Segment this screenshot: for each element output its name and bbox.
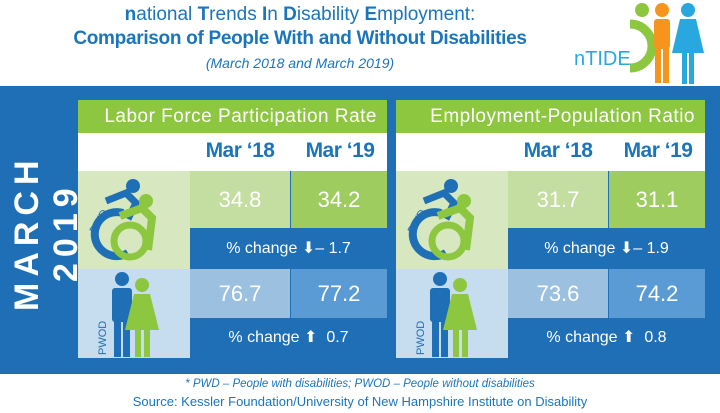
pwd-mar18-value: 34.8 [190, 171, 290, 228]
wheelchair-icon: PWD [88, 179, 157, 261]
title-initial: n [124, 4, 137, 25]
title-initial: T [197, 4, 210, 25]
panel-title: Labor Force Participation Rate [78, 100, 387, 133]
pwod-mar18-value: 76.7 [190, 269, 290, 318]
svg-text:PWD: PWD [406, 208, 429, 236]
column-header-mar18: Mar ‘18 [205, 139, 275, 162]
pwod-icon-cell: PWOD [78, 269, 190, 358]
arrow-down-icon: ⬇ [301, 240, 316, 257]
title-line-1: national Trends In Disability Employment… [0, 4, 600, 26]
source: Source: Kessler Foundation/University of… [132, 394, 588, 409]
column-header-mar19: Mar ‘19 [623, 139, 693, 162]
wheelchair-icon: PWD [406, 179, 475, 261]
pwd-icon-cell: PWD [78, 171, 190, 269]
title-initial: D [283, 4, 297, 25]
title-word-rest: isability [296, 4, 365, 25]
people-icon: PWOD [415, 272, 477, 357]
pwod-change: % change ⬆ 0.8 [508, 318, 705, 358]
subtitle: (March 2018 and March 2019) [205, 55, 395, 71]
title-line-2: Comparison of People With and Without Di… [73, 28, 527, 49]
change-value: – 1.9 [633, 240, 669, 257]
change-label: % change [226, 240, 298, 257]
title-initial: E [364, 4, 378, 25]
title-word-rest: ational [136, 4, 198, 25]
pwod-mar19-value: 77.2 [291, 269, 387, 318]
pwd-mar19-value: 34.2 [291, 171, 387, 228]
change-value: – 1.7 [315, 240, 351, 257]
panel-title: Employment-Population Ratio [396, 100, 705, 133]
metric-panel: Labor Force Participation Rate Mar ‘18 M… [78, 100, 387, 358]
pwod-mar19-value: 74.2 [609, 269, 705, 318]
side-label: MARCH 2019 [8, 154, 85, 311]
arrow-up-icon: ⬆ [622, 329, 636, 346]
change-label: % change [546, 329, 618, 346]
column-header-row: Mar ‘18 Mar ‘19 [396, 133, 705, 171]
svg-text:nTIDE: nTIDE [574, 48, 631, 70]
column-header-mar18: Mar ‘18 [523, 139, 593, 162]
svg-text:PWOD: PWOD [97, 321, 109, 355]
title-word-rest: mployment: [377, 4, 476, 25]
change-value: 0.7 [326, 329, 349, 346]
column-header-row: Mar ‘18 Mar ‘19 [78, 133, 387, 171]
change-label: % change [544, 240, 616, 257]
footnote: * PWD – People with disabilities; PWOD –… [185, 378, 535, 390]
change-label: % change [228, 329, 300, 346]
pwod-icon-cell: PWOD [396, 269, 508, 358]
change-value: 0.8 [644, 329, 667, 346]
pwd-change: % change ⬇– 1.7 [190, 228, 387, 269]
pwod-change: % change ⬆ 0.7 [190, 318, 387, 358]
title-word-rest: rends [209, 4, 262, 25]
pwd-icon-cell: PWD [396, 171, 508, 269]
metric-panel: Employment-Population Ratio Mar ‘18 Mar … [396, 100, 705, 358]
pwod-mar18-value: 73.6 [508, 269, 608, 318]
pwd-mar18-value: 31.7 [508, 171, 608, 228]
title-initial: I [261, 4, 268, 25]
people-icon: PWOD [97, 272, 159, 357]
svg-text:PWD: PWD [88, 208, 111, 236]
title-word-rest: n [267, 4, 284, 25]
arrow-down-icon: ⬇ [619, 240, 634, 257]
pwd-change: % change ⬇– 1.9 [508, 228, 705, 269]
svg-text:PWOD: PWOD [415, 321, 427, 355]
arrow-up-icon: ⬆ [304, 329, 318, 346]
column-header-mar19: Mar ‘19 [305, 139, 375, 162]
ntide-logo: nTIDE [574, 3, 704, 84]
pwd-mar19-value: 31.1 [609, 171, 705, 228]
